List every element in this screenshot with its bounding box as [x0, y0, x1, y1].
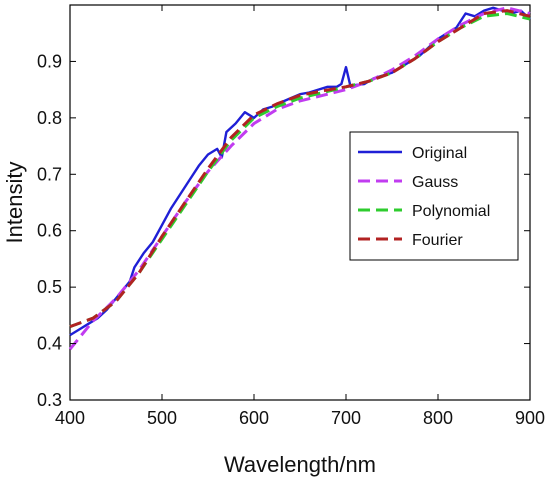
y-tick-label: 0.6 — [37, 221, 62, 241]
legend-label-gauss: Gauss — [412, 174, 458, 191]
y-axis-label: Intensity — [2, 162, 27, 244]
x-tick-label: 900 — [515, 408, 545, 428]
y-tick-label: 0.5 — [37, 277, 62, 297]
legend: Original Gauss Polynomial Fourier — [349, 131, 519, 261]
y-tick-label: 0.3 — [37, 390, 62, 410]
legend-label-original: Original — [412, 145, 467, 162]
x-tick-label: 700 — [331, 408, 361, 428]
y-tick-label: 0.9 — [37, 51, 62, 71]
y-axis-ticks: 0.3 0.4 0.5 0.6 0.7 0.8 0.9 — [37, 51, 530, 410]
x-axis-ticks: 400 500 600 700 800 900 — [55, 5, 545, 428]
legend-label-fourier: Fourier — [412, 232, 463, 249]
x-tick-label: 800 — [423, 408, 453, 428]
series-lines — [68, 6, 531, 351]
series-line-gauss — [68, 6, 531, 351]
legend-label-polynomial: Polynomial — [412, 203, 490, 220]
series-line-fourier — [69, 9, 531, 329]
x-tick-label: 400 — [55, 408, 85, 428]
x-tick-label: 600 — [239, 408, 269, 428]
series-line-polynomial — [69, 12, 531, 329]
y-tick-label: 0.7 — [37, 164, 62, 184]
x-tick-label: 500 — [147, 408, 177, 428]
y-tick-label: 0.4 — [37, 334, 62, 354]
x-axis-label: Wavelength/nm — [224, 452, 376, 477]
y-tick-label: 0.8 — [37, 108, 62, 128]
